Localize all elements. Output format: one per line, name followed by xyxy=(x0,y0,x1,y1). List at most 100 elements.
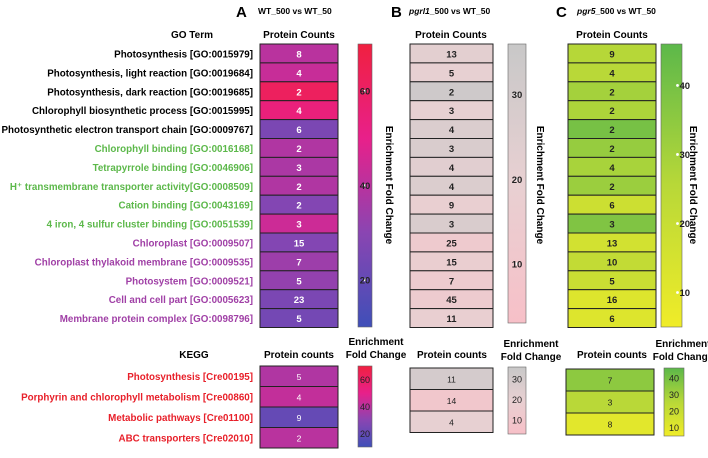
kegg-protein-counts-header-c: Protein counts xyxy=(577,350,647,361)
panel-letter-b: B xyxy=(391,4,402,21)
go-count-label-c: 2 xyxy=(609,106,614,117)
go-count-label-c: 4 xyxy=(609,68,615,79)
go-count-label-c: 4 xyxy=(609,163,615,174)
go-count-label-b: 3 xyxy=(449,144,454,155)
kegg-colorbar-tick-label-b: 30 xyxy=(512,375,522,385)
go-term-label: Chloroplast thylakoid membrane [GO:00095… xyxy=(35,257,253,268)
kegg-count-label-a: 5 xyxy=(297,372,302,382)
panel-title-b-italic: pgrl1 xyxy=(408,6,430,16)
go-count-label-b: 3 xyxy=(449,106,454,117)
go-colorbar-tick-label-c: 10 xyxy=(680,288,691,299)
go-count-label-a: 5 xyxy=(296,276,302,287)
go-count-label-b: 5 xyxy=(449,68,455,79)
kegg-enrichment-header-b-2: Fold Change xyxy=(501,352,562,363)
panel-letter-c: C xyxy=(556,4,567,21)
panel-title-c-rest: _500 vs WT_50 xyxy=(594,6,656,16)
go-colorbar-tick-label-c: 40 xyxy=(680,81,691,92)
go-count-label-b: 2 xyxy=(449,87,454,98)
go-colorbar-tick-label-b: 20 xyxy=(512,175,523,186)
kegg-colorbar-a xyxy=(357,365,373,448)
kegg-enrichment-header-c-2: Fold Change xyxy=(653,352,708,363)
go-cell-b xyxy=(409,308,494,329)
kegg-count-label-a: 9 xyxy=(297,413,302,423)
go-count-label-a: 3 xyxy=(296,163,301,174)
kegg-count-label-c: 3 xyxy=(608,398,613,408)
go-colorbar-tick-label-a: 20 xyxy=(360,275,371,286)
go-colorbar-c xyxy=(660,43,683,328)
kegg-count-label-b: 4 xyxy=(449,417,454,427)
colorbar-title-c: Enrichment Fold Change xyxy=(687,126,698,245)
go-count-label-c: 6 xyxy=(609,314,614,325)
kegg-colorbar-c xyxy=(663,367,685,437)
kegg-enrichment-header-b-1: Enrichment xyxy=(503,339,559,350)
kegg-term-label: Porphyrin and chlorophyll metabolism [Cr… xyxy=(21,393,253,404)
kegg-colorbar-tick-label-c: 20 xyxy=(669,407,679,417)
go-count-label-c: 5 xyxy=(609,276,615,287)
go-count-label-a: 2 xyxy=(296,182,301,193)
kegg-colorbar-tick-label-c: 10 xyxy=(669,423,679,433)
go-count-label-a: 4 xyxy=(296,68,302,79)
go-term-label: Photosynthetic electron transport chain … xyxy=(1,125,253,136)
protein-counts-header-c: Protein Counts xyxy=(576,30,648,41)
panel-title-b: pgrl1_500 vs WT_50 xyxy=(408,6,491,16)
go-term-label: Photosynthesis, dark reaction [GO:001968… xyxy=(47,87,253,98)
go-colorbar-tick-b xyxy=(515,177,519,181)
go-term-label: Photosynthesis, light reaction [GO:00196… xyxy=(47,68,253,79)
go-colorbar-tick-label-b: 30 xyxy=(512,90,523,101)
kegg-cell-c xyxy=(565,412,655,436)
go-colorbar-tick-label-b: 10 xyxy=(512,259,523,270)
go-colorbar-tick-a xyxy=(363,89,367,93)
kegg-colorbar-tick-label-a: 40 xyxy=(360,402,370,412)
go-count-label-a: 5 xyxy=(296,314,302,325)
go-colorbar-tick-b xyxy=(515,93,519,97)
protein-counts-header-a: Protein Counts xyxy=(263,30,335,41)
go-count-label-c: 2 xyxy=(609,87,614,98)
kegg-count-label-a: 4 xyxy=(297,392,302,402)
kegg-term-label: Metabolic pathways [Cre01100] xyxy=(108,413,253,424)
go-count-label-a: 3 xyxy=(296,220,301,231)
go-count-label-b: 25 xyxy=(446,239,457,250)
go-term-header: GO Term xyxy=(171,30,213,41)
go-count-label-c: 6 xyxy=(609,201,614,212)
heatmap-marks: Photosynthesis [GO:0015979] Photosynthesi… xyxy=(1,43,691,449)
panel-title-c: pgr5_500 vs WT_50 xyxy=(576,6,656,16)
go-count-label-c: 2 xyxy=(609,144,614,155)
go-term-label: Photosynthesis [GO:0015979] xyxy=(114,50,253,61)
go-cell-c xyxy=(567,308,657,329)
go-colorbar-tick-c xyxy=(676,291,679,294)
go-count-label-a: 15 xyxy=(294,239,305,250)
go-count-label-c: 9 xyxy=(609,50,614,61)
go-colorbar-tick-label-c: 30 xyxy=(680,150,691,161)
panel-title-b-rest: _500 vs WT_50 xyxy=(429,6,491,16)
go-colorbar-b xyxy=(507,43,527,324)
go-colorbar-tick-b xyxy=(515,262,519,266)
go-count-label-b: 7 xyxy=(449,276,454,287)
go-count-label-a: 8 xyxy=(296,50,301,61)
go-count-label-b: 3 xyxy=(449,220,454,231)
kegg-colorbar-tick-label-b: 20 xyxy=(512,395,522,405)
go-count-label-a: 4 xyxy=(296,106,302,117)
go-term-label: Membrane protein complex [GO:0098796] xyxy=(60,314,253,325)
kegg-cell-b xyxy=(409,410,494,433)
kegg-colorbar-tick-label-c: 30 xyxy=(669,390,679,400)
go-count-label-b: 4 xyxy=(449,182,455,193)
go-term-label: Chlorophyll biosynthetic process [GO:001… xyxy=(32,106,253,117)
go-term-label: 4 iron, 4 sulfur cluster binding [GO:005… xyxy=(47,220,253,231)
go-count-label-a: 7 xyxy=(296,257,301,268)
kegg-count-label-b: 11 xyxy=(447,374,456,384)
go-term-label: H⁺ transmembrane transporter activity[GO… xyxy=(10,182,253,193)
kegg-enrichment-header-c-1: Enrichment xyxy=(655,339,708,350)
go-count-label-b: 11 xyxy=(446,314,457,325)
kegg-protein-counts-header-b: Protein counts xyxy=(417,350,487,361)
go-term-label: Chlorophyll binding [GO:0016168] xyxy=(95,144,253,155)
colorbar-title-a: Enrichment Fold Change xyxy=(383,126,394,245)
kegg-count-label-c: 7 xyxy=(608,376,613,386)
kegg-count-label-a: 2 xyxy=(297,433,302,443)
kegg-colorbar-b xyxy=(507,366,527,435)
kegg-protein-counts-header-a: Protein counts xyxy=(264,350,334,361)
protein-counts-header-b: Protein Counts xyxy=(415,30,487,41)
go-count-label-b: 45 xyxy=(446,295,457,306)
go-colorbar-tick-label-a: 60 xyxy=(360,87,371,98)
go-colorbar-tick-a xyxy=(363,184,367,187)
